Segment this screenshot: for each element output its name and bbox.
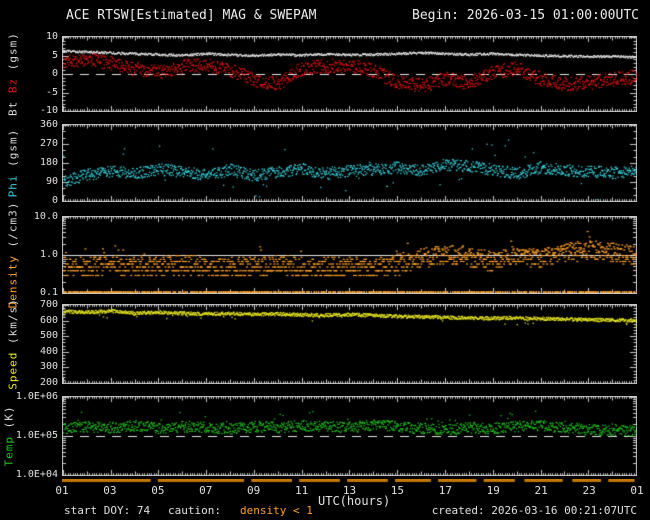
y-tick-label-temp: 1.0E+05 (15, 430, 58, 441)
y-axis-label-part: Bt (6, 93, 20, 116)
y-axis-label-part: (gsm) (6, 32, 20, 78)
y-tick-label-mag: -5 (45, 86, 58, 98)
y-axis-label-part: (km/s) (6, 298, 20, 352)
panel-canvas-speed (62, 304, 637, 384)
y-axis-label-density: Density (/cm3) (7, 202, 20, 309)
y-tick-label-phi: 90 (45, 176, 58, 187)
y-tick-label-phi: 270 (39, 138, 58, 149)
y-tick-label-mag: -10 (39, 105, 58, 116)
y-tick-label-speed: 300 (39, 361, 58, 373)
y-axis-label-part: Temp (2, 436, 16, 467)
y-tick-label-speed: 600 (39, 314, 58, 326)
x-tick-label: 19 (486, 484, 500, 497)
x-tick-label: 15 (390, 484, 405, 497)
y-tick-label-speed: 200 (39, 377, 58, 388)
y-tick-label-phi: 180 (39, 157, 58, 168)
y-tick-label-speed: 700 (39, 299, 58, 310)
y-axis-label-part: (/cm3) (6, 201, 20, 255)
x-tick-label: 17 (438, 484, 452, 497)
figure-title: ACE RTSW[Estimated] MAG & SWEPAM (66, 8, 317, 23)
y-axis-label-part: (gsm) (6, 128, 20, 175)
x-tick-label: 23 (582, 484, 596, 497)
panel-canvas-density (62, 216, 637, 294)
y-axis-label-part: (K) (2, 405, 16, 436)
x-tick-label: 01 (630, 484, 644, 497)
y-axis-label-part: Phi (6, 174, 20, 198)
y-axis-label-speed: Speed (km/s) (7, 298, 20, 389)
y-axis-label-phi: Phi (gsm) (7, 129, 20, 198)
x-tick-label: 05 (151, 484, 165, 497)
y-tick-label-mag: 0 (51, 68, 58, 79)
y-axis-label-part: Speed (6, 351, 20, 390)
x-tick-label: 21 (534, 484, 548, 497)
y-tick-label-speed: 400 (39, 345, 58, 357)
caution-bar (62, 479, 637, 483)
panel-canvas-temp (62, 396, 637, 476)
start-doy-label: start DOY: 74 (64, 504, 151, 517)
y-tick-label-density: 10.0 (33, 211, 58, 222)
x-tick-label: 03 (103, 484, 117, 497)
x-tick-label: 13 (342, 484, 357, 497)
caution-label: caution: (168, 504, 221, 517)
y-tick-label-density: 1.0 (39, 249, 58, 260)
caution-value: density < 1 (240, 504, 313, 517)
y-axis-label-part: Bz (6, 77, 20, 94)
y-tick-label-speed: 500 (39, 330, 58, 342)
y-axis-label-mag: Bt Bz (gsm) (7, 32, 20, 116)
y-tick-label-phi: 0 (51, 195, 58, 206)
y-tick-label-mag: 5 (51, 49, 58, 61)
y-tick-label-temp: 1.0E+04 (15, 469, 58, 480)
y-tick-label-mag: 10 (45, 31, 58, 42)
x-axis-label: UTC(hours) (318, 494, 391, 508)
created-timestamp: created: 2026-03-16 00:21:07UTC (431, 504, 637, 517)
y-tick-label-temp: 1.0E+06 (15, 391, 58, 402)
begin-timestamp: Begin: 2026-03-15 01:00:00UTC (412, 8, 639, 23)
panel-canvas-mag (62, 36, 637, 112)
x-tick-label: 09 (247, 484, 261, 497)
x-tick-label: 11 (294, 484, 309, 497)
y-tick-label-phi: 360 (39, 119, 58, 130)
x-tick-label: 01 (55, 484, 69, 497)
y-tick-label-density: 0.1 (39, 287, 58, 298)
y-axis-label-temp: Temp (K) (3, 406, 16, 467)
panel-canvas-phi (62, 124, 637, 202)
x-tick-label: 07 (199, 484, 213, 497)
